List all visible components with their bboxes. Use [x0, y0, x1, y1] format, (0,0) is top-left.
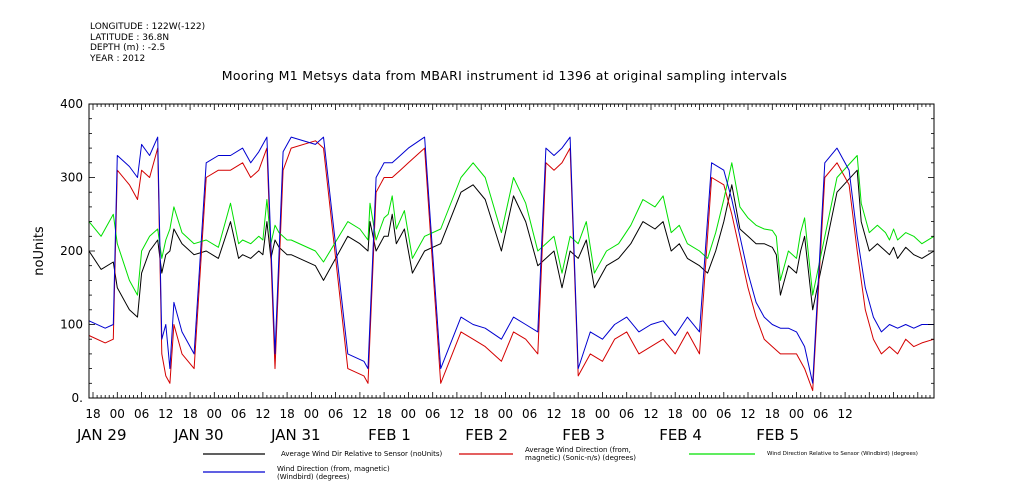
- x-date-label: JAN 30: [173, 426, 224, 444]
- series-line-0: [88, 169, 935, 318]
- x-date-label: FEB 4: [659, 426, 702, 444]
- x-tick-label: 12: [740, 407, 755, 421]
- x-tick-label: 18: [765, 407, 780, 421]
- x-tick-label: 00: [207, 407, 222, 421]
- x-tick-label: 06: [813, 407, 828, 421]
- legend-line-2: [689, 453, 755, 455]
- latitude-label: LATITUDE : 36.8N: [90, 32, 170, 43]
- series-line-2: [88, 155, 935, 296]
- x-tick-label: 00: [304, 407, 319, 421]
- legend-line-1: [459, 453, 513, 455]
- x-tick-label: 06: [328, 407, 343, 421]
- y-tick-label: 100: [60, 318, 83, 332]
- x-tick-label: 18: [85, 407, 100, 421]
- x-date-label: FEB 2: [465, 426, 508, 444]
- legend-label-1: Average Wind Direction (from, magnetic) …: [525, 446, 637, 462]
- x-tick-label: 18: [182, 407, 197, 421]
- legend-label-2: Wind Direction Relative to Sensor (Windb…: [767, 451, 918, 457]
- x-tick-label: 18: [376, 407, 391, 421]
- year-label: YEAR : 2012: [90, 53, 146, 64]
- legend-line-3: [203, 471, 265, 473]
- legend-label-0: Average Wind Dir Relative to Sensor (noU…: [281, 450, 443, 458]
- metadata-block: LONGITUDE : 122W(-122) LATITUDE : 36.8N …: [90, 22, 205, 64]
- x-tick-label: 12: [352, 407, 367, 421]
- plot-frame: [88, 103, 935, 399]
- x-tick-label: 18: [279, 407, 294, 421]
- x-date-label: JAN 29: [76, 426, 127, 444]
- x-tick-label: 00: [110, 407, 125, 421]
- x-date-label: JAN 31: [270, 426, 321, 444]
- series-line-1: [88, 140, 935, 392]
- x-tick-label: 12: [837, 407, 852, 421]
- x-date-label: FEB 5: [756, 426, 799, 444]
- y-tick-label: 200: [60, 244, 83, 258]
- x-tick-label: 12: [546, 407, 561, 421]
- x-tick-label: 18: [668, 407, 683, 421]
- depth-label: DEPTH (m) : -2.5: [90, 43, 166, 53]
- y-tick-label: 400: [60, 97, 83, 111]
- y-tick-label: 0.: [72, 391, 83, 405]
- x-tick-label: 00: [401, 407, 416, 421]
- y-axis-label: noUnits: [32, 226, 47, 276]
- y-tick-label: 300: [60, 171, 83, 185]
- x-tick-label: 00: [692, 407, 707, 421]
- x-tick-label: 06: [134, 407, 149, 421]
- x-date-label: FEB 1: [368, 426, 411, 444]
- longitude-label: LONGITUDE : 122W(-122): [90, 22, 206, 32]
- x-tick-label: 18: [474, 407, 489, 421]
- x-tick-label: 06: [425, 407, 440, 421]
- x-tick-label: 06: [522, 407, 537, 421]
- x-tick-label: 12: [643, 407, 658, 421]
- x-tick-label: 12: [158, 407, 173, 421]
- legend-label-3: Wind Direction (from, magnetic) (Windbir…: [277, 465, 390, 481]
- legend-line-0: [203, 453, 265, 455]
- series-line-3: [88, 136, 934, 384]
- x-tick-label: 18: [571, 407, 586, 421]
- x-date-label: FEB 3: [562, 426, 605, 444]
- x-tick-label: 00: [595, 407, 610, 421]
- x-tick-label: 06: [619, 407, 634, 421]
- x-tick-label: 12: [449, 407, 464, 421]
- chart-title: Mooring M1 Metsys data from MBARI instru…: [221, 68, 788, 83]
- x-tick-label: 00: [789, 407, 804, 421]
- x-tick-label: 12: [255, 407, 270, 421]
- x-tick-label: 06: [716, 407, 731, 421]
- x-tick-label: 06: [231, 407, 246, 421]
- x-tick-label: 00: [498, 407, 513, 421]
